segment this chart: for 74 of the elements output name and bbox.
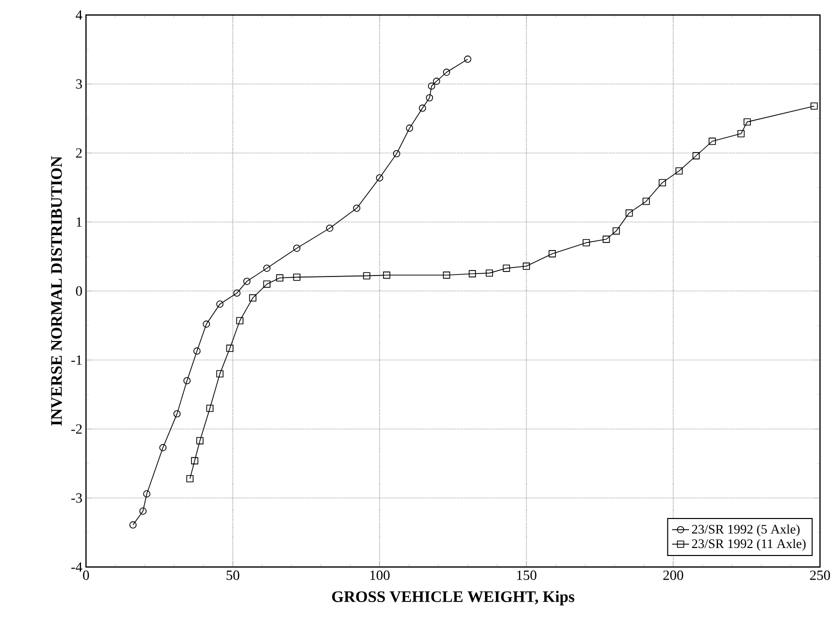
point [173,410,181,418]
point [376,174,384,182]
y-tick-label: -4 [71,562,82,572]
point [216,300,224,308]
point [202,320,210,328]
point [353,204,360,212]
legend-label: 23/SR 1992 (11 Axle) [692,538,806,551]
y-tick-label: -1 [71,355,82,365]
y-tick-label: -3 [71,493,82,503]
point [139,508,147,515]
x-tick-label: 100 [370,570,390,580]
point [236,317,244,324]
point [432,78,440,85]
x-tick-label: 200 [663,570,684,580]
y-tick-label: 4 [76,10,82,20]
point [226,344,234,352]
point [658,179,666,186]
point [708,138,716,145]
point [293,274,300,281]
point [426,94,434,102]
point [293,244,300,252]
point [612,227,620,235]
y-tick-label: -2 [71,424,82,434]
point [737,130,745,138]
point [193,347,201,355]
x-axis-title: GROSS VEHICLE WEIGHT, Kips [332,590,574,606]
x-tick-label: 0 [83,570,89,580]
y-tick-label: 2 [76,148,82,158]
point [442,68,450,76]
x-tick-label: 150 [517,570,536,580]
point [428,82,436,90]
point [406,124,414,132]
point [464,56,472,63]
point [602,236,610,243]
point [642,198,650,205]
point [263,264,270,272]
point [548,250,556,258]
point [243,278,250,285]
point [183,377,191,384]
y-axis-title: INVERSE NORMAL DISTRIBUTION [51,156,62,426]
y-tick-label: 1 [76,217,82,227]
point [383,272,390,279]
x-tick-label: 250 [810,570,830,580]
point [363,272,370,280]
point [486,269,494,277]
point [276,274,284,282]
point [810,102,818,110]
point [692,152,700,160]
point [522,262,530,270]
point [263,280,270,288]
x-tick-label: 50 [226,570,240,580]
point [468,270,476,278]
point [675,167,683,175]
point [249,294,256,302]
point [418,104,426,112]
y-tick-label: 3 [76,79,82,89]
point [159,444,167,452]
point [206,404,214,412]
point [191,457,198,464]
point [502,264,510,272]
point [626,209,633,217]
point [143,490,150,498]
point [582,239,590,246]
point [186,475,194,482]
point [196,437,204,444]
point [393,150,400,158]
point [744,118,751,126]
point [442,272,450,279]
point [216,370,224,378]
point [326,224,334,232]
legend-label: 23/SR 1992 (5 Axle) [692,524,800,536]
y-tick-label: 0 [76,286,82,296]
point [129,521,137,529]
point [233,289,241,297]
